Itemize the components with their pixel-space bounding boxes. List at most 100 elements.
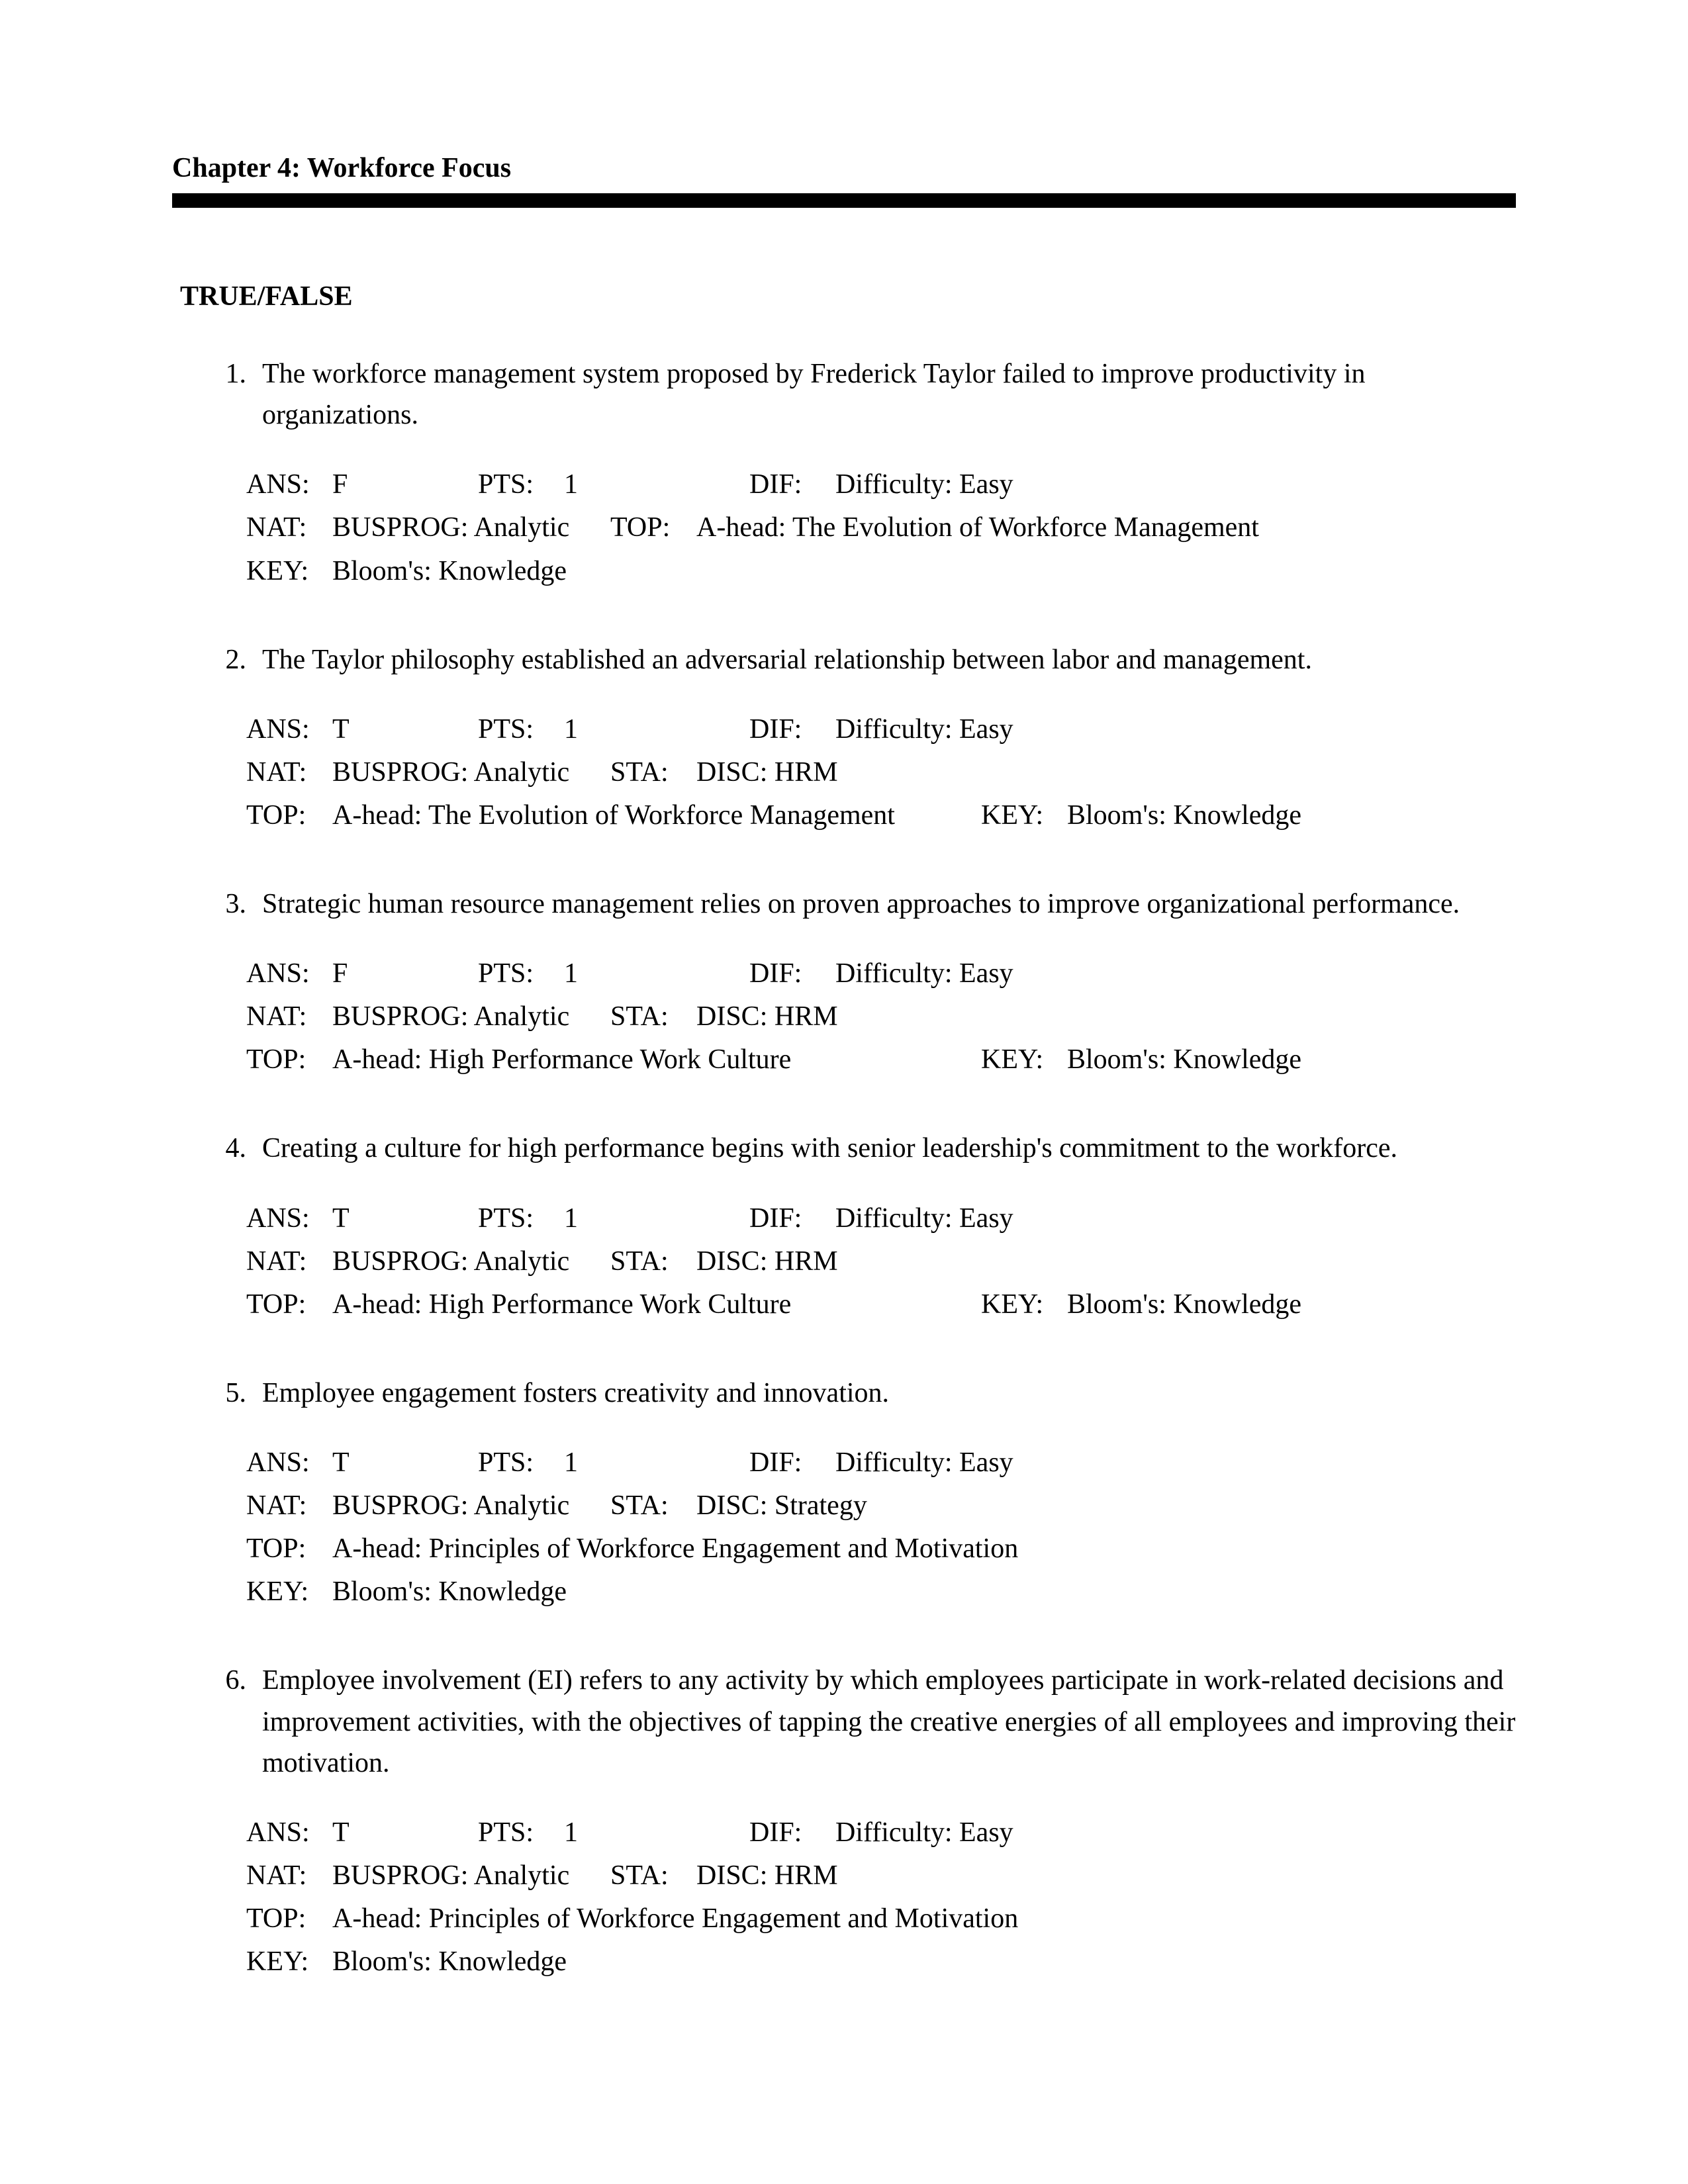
- question-number: 6.: [172, 1660, 262, 1783]
- ans-value: T: [332, 708, 478, 751]
- question-text: Creating a culture for high performance …: [262, 1128, 1516, 1169]
- key-label: KEY:: [246, 1940, 332, 1983]
- top-value: A-head: High Performance Work Culture: [332, 1038, 981, 1081]
- ans-label: ANS:: [246, 1441, 332, 1484]
- key-label: KEY:: [981, 1283, 1067, 1326]
- question-block: 2.The Taylor philosophy established an a…: [172, 639, 1516, 837]
- key-value: Bloom's: Knowledge: [332, 1940, 567, 1983]
- sta-label: STA:: [610, 751, 696, 794]
- nat-label: NAT:: [246, 506, 332, 549]
- question-block: 5.Employee engagement fosters creativity…: [172, 1373, 1516, 1614]
- top-value: A-head: High Performance Work Culture: [332, 1283, 981, 1326]
- top-value: A-head: Principles of Workforce Engageme…: [332, 1897, 1018, 1940]
- dif-label: DIF:: [749, 1197, 835, 1240]
- pts-label: PTS:: [478, 1441, 564, 1484]
- ans-value: F: [332, 463, 478, 506]
- pts-value: 1: [564, 708, 749, 751]
- sta-label: STA:: [610, 1854, 696, 1897]
- top-label: TOP:: [246, 1038, 332, 1081]
- question-text: Employee engagement fosters creativity a…: [262, 1373, 1516, 1414]
- top-label: TOP:: [610, 506, 696, 549]
- ans-value: T: [332, 1441, 478, 1484]
- question-text: The workforce management system proposed…: [262, 353, 1516, 435]
- question-number: 1.: [172, 353, 262, 435]
- dif-label: DIF:: [749, 708, 835, 751]
- header-rule: [172, 193, 1516, 208]
- nat-value: BUSPROG: Analytic: [332, 506, 610, 549]
- ans-value: T: [332, 1197, 478, 1240]
- dif-value: Difficulty: Easy: [835, 952, 1013, 995]
- top-value: A-head: The Evolution of Workforce Manag…: [332, 794, 981, 837]
- dif-value: Difficulty: Easy: [835, 1197, 1013, 1240]
- top-label: TOP:: [246, 1897, 332, 1940]
- sta-value: DISC: HRM: [696, 995, 981, 1038]
- section-title: TRUE/FALSE: [180, 281, 1516, 312]
- nat-label: NAT:: [246, 995, 332, 1038]
- dif-label: DIF:: [749, 1441, 835, 1484]
- pts-value: 1: [564, 1811, 749, 1854]
- pts-value: 1: [564, 952, 749, 995]
- nat-value: BUSPROG: Analytic: [332, 1484, 610, 1527]
- question-block: 4.Creating a culture for high performanc…: [172, 1128, 1516, 1326]
- question-number: 3.: [172, 884, 262, 925]
- top-label: TOP:: [246, 1283, 332, 1326]
- question-block: 3.Strategic human resource management re…: [172, 884, 1516, 1081]
- nat-value: BUSPROG: Analytic: [332, 1240, 610, 1283]
- dif-value: Difficulty: Easy: [835, 463, 1013, 506]
- key-value: Bloom's: Knowledge: [1067, 1038, 1301, 1081]
- page: Chapter 4: Workforce Focus TRUE/FALSE 1.…: [0, 0, 1688, 2162]
- ans-label: ANS:: [246, 1811, 332, 1854]
- dif-label: DIF:: [749, 952, 835, 995]
- key-value: Bloom's: Knowledge: [332, 1570, 567, 1614]
- question-meta: ANS:TPTS:1DIF:Difficulty: EasyNAT:BUSPRO…: [172, 1197, 1516, 1326]
- key-label: KEY:: [246, 550, 332, 593]
- key-value: Bloom's: Knowledge: [1067, 794, 1301, 837]
- nat-label: NAT:: [246, 1484, 332, 1527]
- pts-label: PTS:: [478, 1811, 564, 1854]
- question-meta: ANS:TPTS:1DIF:Difficulty: EasyNAT:BUSPRO…: [172, 708, 1516, 837]
- key-label: KEY:: [246, 1570, 332, 1614]
- dif-value: Difficulty: Easy: [835, 1441, 1013, 1484]
- dif-value: Difficulty: Easy: [835, 1811, 1013, 1854]
- question-block: 1.The workforce management system propos…: [172, 353, 1516, 593]
- pts-label: PTS:: [478, 463, 564, 506]
- key-value: Bloom's: Knowledge: [1067, 1283, 1301, 1326]
- top-value: A-head: The Evolution of Workforce Manag…: [696, 506, 1259, 549]
- pts-value: 1: [564, 1441, 749, 1484]
- chapter-title: Chapter 4: Workforce Focus: [172, 152, 1516, 184]
- question-text: The Taylor philosophy established an adv…: [262, 639, 1516, 680]
- dif-label: DIF:: [749, 1811, 835, 1854]
- ans-label: ANS:: [246, 708, 332, 751]
- key-label: KEY:: [981, 794, 1067, 837]
- question-number: 5.: [172, 1373, 262, 1414]
- pts-value: 1: [564, 463, 749, 506]
- sta-value: DISC: HRM: [696, 1240, 981, 1283]
- pts-label: PTS:: [478, 1197, 564, 1240]
- question-meta: ANS:TPTS:1DIF:Difficulty: EasyNAT:BUSPRO…: [172, 1811, 1516, 1983]
- nat-value: BUSPROG: Analytic: [332, 751, 610, 794]
- pts-label: PTS:: [478, 708, 564, 751]
- question-number: 2.: [172, 639, 262, 680]
- ans-value: F: [332, 952, 478, 995]
- question-meta: ANS:TPTS:1DIF:Difficulty: Easy NAT:BUSPRO…: [172, 1441, 1516, 1614]
- top-label: TOP:: [246, 794, 332, 837]
- sta-label: STA:: [610, 995, 696, 1038]
- top-value: A-head: Principles of Workforce Engageme…: [332, 1527, 1018, 1570]
- question-number: 4.: [172, 1128, 262, 1169]
- sta-value: DISC: Strategy: [696, 1484, 981, 1527]
- top-label: TOP:: [246, 1527, 332, 1570]
- sta-value: DISC: HRM: [696, 1854, 981, 1897]
- ans-label: ANS:: [246, 952, 332, 995]
- question-meta: ANS:FPTS:1DIF:Difficulty: EasyNAT:BUSPRO…: [172, 463, 1516, 592]
- ans-label: ANS:: [246, 1197, 332, 1240]
- sta-label: STA:: [610, 1240, 696, 1283]
- question-block: 6.Employee involvement (EI) refers to an…: [172, 1660, 1516, 1983]
- dif-value: Difficulty: Easy: [835, 708, 1013, 751]
- key-label: KEY:: [981, 1038, 1067, 1081]
- sta-value: DISC: HRM: [696, 751, 981, 794]
- nat-value: BUSPROG: Analytic: [332, 1854, 610, 1897]
- question-text: Employee involvement (EI) refers to any …: [262, 1660, 1516, 1783]
- pts-label: PTS:: [478, 952, 564, 995]
- nat-label: NAT:: [246, 1240, 332, 1283]
- nat-label: NAT:: [246, 1854, 332, 1897]
